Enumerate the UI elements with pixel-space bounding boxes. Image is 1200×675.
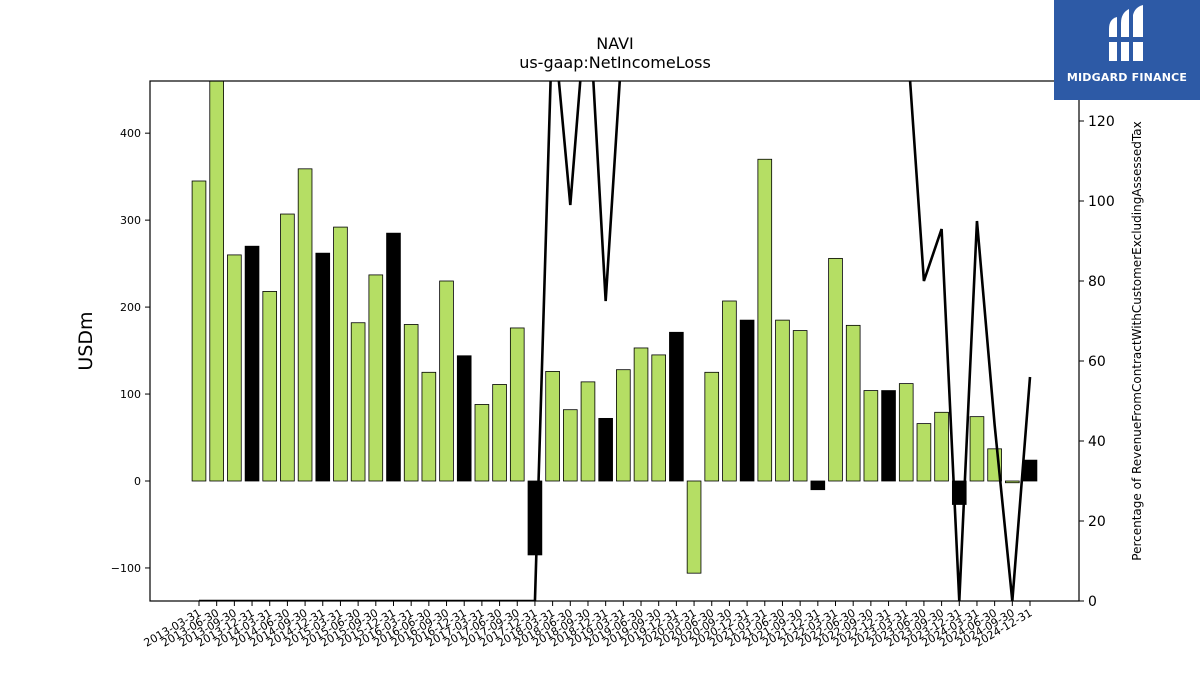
bar-2019-09-30 (651, 354, 666, 482)
bar-2021-12-31 (810, 480, 826, 491)
y-axis-left: −100 0 100 200 300 400 (111, 127, 150, 575)
bar-2019-06-30 (633, 347, 649, 482)
y-tick-label: 200 (120, 301, 141, 314)
bar-2014-03-31 (262, 291, 278, 482)
y2-tick-label: 20 (1088, 514, 1106, 530)
bar-2021-03-31 (757, 158, 773, 482)
y-tick-label: 0 (134, 475, 141, 488)
bar-2020-09-30 (722, 300, 737, 482)
bar-2016-12-31 (456, 355, 472, 482)
bar-2016-06-30 (421, 371, 437, 482)
y2-tick-label: 100 (1088, 194, 1115, 210)
bar-2023-12-31 (951, 480, 967, 505)
bar-2017-03-31 (474, 404, 490, 482)
y2-tick-label: 40 (1088, 434, 1106, 450)
bar-2014-12-31 (315, 252, 331, 482)
y2-tick-label: 120 (1088, 114, 1115, 130)
bar-2014-09-30 (297, 168, 313, 482)
plot-frame (149, 80, 1080, 602)
line-segment-1 (908, 81, 1032, 601)
bar-2024-12-31 (1022, 459, 1038, 482)
bar-2023-06-30 (916, 423, 932, 482)
bar-2021-06-30 (775, 319, 790, 482)
x-axis: 2013-03-312013-06-302013-09-302013-12-31… (142, 601, 1035, 650)
bar-2013-12-31 (244, 245, 260, 482)
bar-2022-12-31 (881, 390, 896, 482)
bar-2024-09-30 (1005, 480, 1020, 484)
bar-2019-12-31 (669, 331, 684, 482)
bar-2013-09-30 (227, 254, 242, 482)
bar-2017-09-30 (509, 327, 525, 482)
bar-2022-06-30 (845, 324, 861, 482)
logo-text: MIDGARD FINANCE (1066, 71, 1188, 84)
bar-2015-06-30 (350, 322, 366, 482)
bar-2015-09-30 (368, 274, 384, 482)
y-tick-label: 300 (120, 214, 141, 227)
bar-2018-12-31 (598, 417, 613, 482)
y-axis-label: USDm (75, 311, 97, 370)
y-tick-label: 400 (120, 127, 141, 140)
bar-layer (191, 81, 1038, 574)
bar-2021-09-30 (792, 330, 808, 482)
bar-2019-03-31 (616, 369, 631, 482)
chart-subtitle: us-gaap:NetIncomeLoss (519, 53, 711, 72)
bar-2015-12-31 (386, 232, 401, 482)
bar-2023-09-30 (934, 411, 949, 482)
bar-2014-06-30 (280, 213, 295, 482)
bar-2015-03-31 (333, 226, 348, 482)
bar-2017-12-31 (527, 480, 543, 556)
line-layer (199, 81, 1032, 601)
bar-2013-03-31 (191, 180, 207, 482)
bar-2017-06-30 (492, 384, 507, 482)
y-tick-label: 100 (120, 388, 141, 401)
y-tick-label: −100 (111, 562, 141, 575)
chart-title: NAVI (596, 34, 634, 53)
midgard-logo-icon (1107, 5, 1145, 61)
bar-2020-12-31 (739, 319, 755, 482)
bar-2022-03-31 (828, 257, 843, 482)
bar-2023-03-31 (898, 383, 914, 482)
bar-2018-03-31 (545, 371, 560, 482)
bar-2022-09-30 (863, 390, 879, 482)
bar-2018-09-30 (580, 381, 596, 482)
bar-2016-09-30 (439, 280, 454, 482)
bar-2018-06-30 (563, 409, 578, 482)
y-axis-right: 0 20 40 60 80 100 120 (1079, 114, 1115, 610)
y2-tick-label: 0 (1088, 594, 1097, 610)
y2-tick-label: 80 (1088, 274, 1106, 290)
bar-2020-06-30 (704, 371, 720, 482)
y2-tick-label: 60 (1088, 354, 1106, 370)
bar-2024-03-31 (969, 416, 985, 482)
bar-2013-06-30 (209, 81, 224, 482)
brand-logo: MIDGARD FINANCE (1054, 0, 1200, 100)
bar-2020-03-31 (686, 480, 702, 574)
bar-2016-03-31 (403, 324, 419, 482)
y2-axis-label: Percentage of RevenueFromContractWithCus… (1130, 121, 1144, 560)
